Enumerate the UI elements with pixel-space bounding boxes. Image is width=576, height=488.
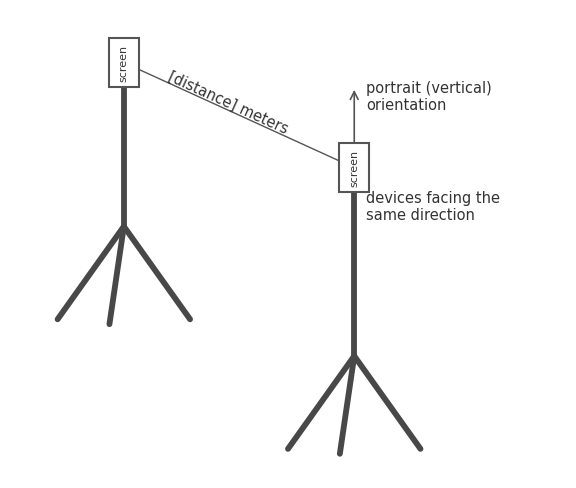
Bar bbox=[339, 144, 369, 193]
Bar bbox=[109, 39, 139, 88]
Text: portrait (vertical)
orientation: portrait (vertical) orientation bbox=[366, 81, 491, 113]
Text: devices facing the
same direction: devices facing the same direction bbox=[366, 190, 500, 223]
Text: [distance] meters: [distance] meters bbox=[165, 69, 290, 137]
Text: screen: screen bbox=[119, 45, 129, 82]
Text: screen: screen bbox=[349, 150, 359, 187]
